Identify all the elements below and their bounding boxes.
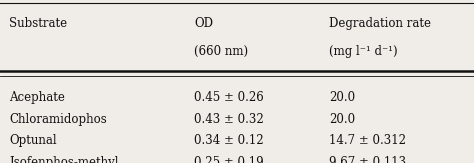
Text: 9.67 ± 0.113: 9.67 ± 0.113 bbox=[329, 156, 407, 163]
Text: (660 nm): (660 nm) bbox=[194, 45, 248, 58]
Text: Acephate: Acephate bbox=[9, 91, 65, 104]
Text: Substrate: Substrate bbox=[9, 17, 68, 30]
Text: Optunal: Optunal bbox=[9, 134, 57, 148]
Text: OD: OD bbox=[194, 17, 213, 30]
Text: 0.25 ± 0.19: 0.25 ± 0.19 bbox=[194, 156, 264, 163]
Text: 14.7 ± 0.312: 14.7 ± 0.312 bbox=[329, 134, 406, 148]
Text: Isofenphos-methyl: Isofenphos-methyl bbox=[9, 156, 119, 163]
Text: 20.0: 20.0 bbox=[329, 91, 356, 104]
Text: (mg l⁻¹ d⁻¹): (mg l⁻¹ d⁻¹) bbox=[329, 45, 398, 58]
Text: 0.43 ± 0.32: 0.43 ± 0.32 bbox=[194, 113, 264, 126]
Text: 0.45 ± 0.26: 0.45 ± 0.26 bbox=[194, 91, 264, 104]
Text: 20.0: 20.0 bbox=[329, 113, 356, 126]
Text: Degradation rate: Degradation rate bbox=[329, 17, 431, 30]
Text: Chloramidophos: Chloramidophos bbox=[9, 113, 107, 126]
Text: 0.34 ± 0.12: 0.34 ± 0.12 bbox=[194, 134, 264, 148]
